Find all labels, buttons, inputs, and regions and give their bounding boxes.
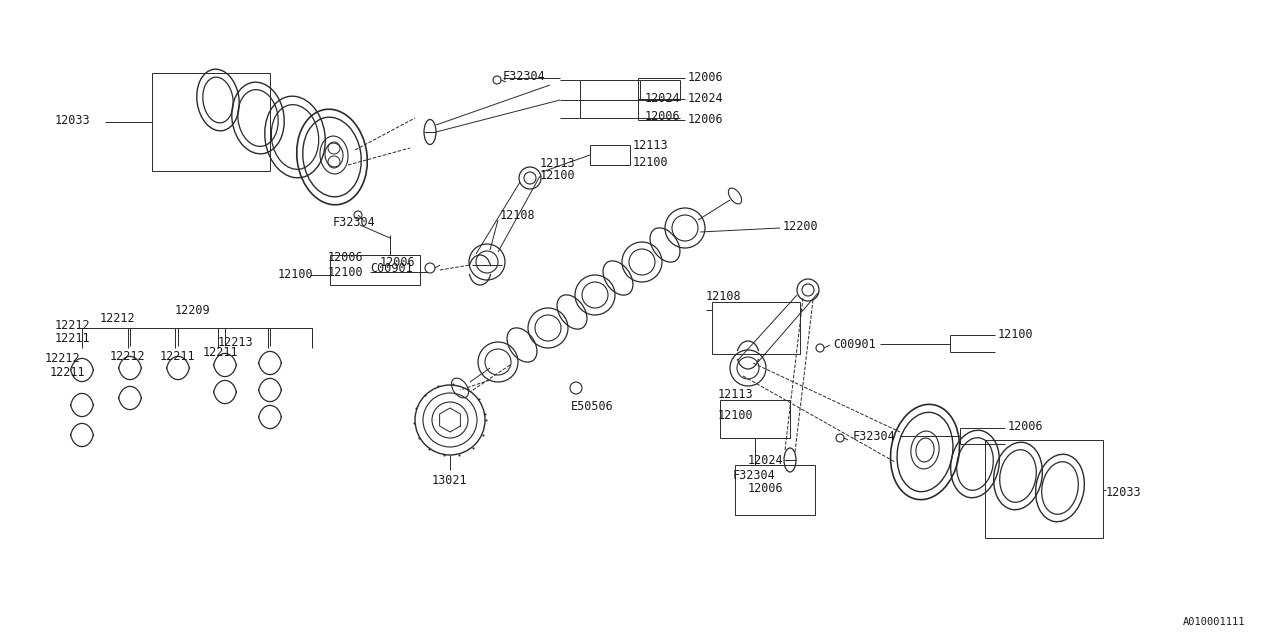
Text: 12006: 12006 (380, 255, 416, 269)
Text: 12024: 12024 (645, 92, 681, 104)
Text: 12100: 12100 (718, 408, 754, 422)
Text: 12113: 12113 (718, 387, 754, 401)
Text: 12113: 12113 (634, 138, 668, 152)
Text: 12211: 12211 (204, 346, 238, 358)
Text: C00901: C00901 (370, 262, 412, 275)
Text: 12211: 12211 (55, 332, 91, 344)
Text: 12006: 12006 (689, 70, 723, 83)
Text: 12100: 12100 (328, 266, 364, 278)
Text: 12006: 12006 (645, 109, 681, 122)
Bar (330, 255, 420, 285)
Bar (986, 440, 1103, 538)
Text: 12006: 12006 (689, 113, 723, 125)
Text: 12100: 12100 (998, 328, 1034, 340)
Text: 12006: 12006 (748, 481, 783, 495)
Bar (712, 302, 800, 354)
Text: 12100: 12100 (540, 168, 576, 182)
Text: 12211: 12211 (160, 349, 196, 362)
Text: 12212: 12212 (55, 319, 91, 332)
Bar (152, 73, 270, 171)
Text: 12006: 12006 (328, 250, 364, 264)
Text: 12108: 12108 (707, 289, 741, 303)
Text: 12024: 12024 (689, 92, 723, 104)
Text: 12113: 12113 (540, 157, 576, 170)
Text: 12100: 12100 (278, 268, 314, 280)
Bar (735, 465, 815, 515)
Text: 12100: 12100 (634, 156, 668, 168)
Text: 12200: 12200 (783, 220, 819, 232)
Text: C00901: C00901 (833, 337, 876, 351)
Text: 12212: 12212 (45, 351, 81, 365)
Text: F32304: F32304 (333, 216, 376, 228)
Text: 12033: 12033 (1106, 486, 1142, 499)
Bar (721, 400, 790, 438)
Text: 12024: 12024 (748, 454, 783, 467)
Text: 12006: 12006 (1009, 419, 1043, 433)
Text: 13021: 13021 (433, 474, 467, 486)
Text: E50506: E50506 (571, 399, 613, 413)
Text: 12212: 12212 (100, 312, 136, 324)
Text: A010001111: A010001111 (1183, 617, 1245, 627)
Text: F32304: F32304 (852, 429, 896, 442)
Text: 12209: 12209 (175, 303, 211, 317)
Text: F32304: F32304 (733, 468, 776, 481)
Text: 12211: 12211 (50, 365, 86, 378)
Text: 12033: 12033 (55, 113, 91, 127)
Text: 12213: 12213 (218, 335, 253, 349)
Text: 12108: 12108 (500, 209, 535, 221)
Text: F32304: F32304 (503, 70, 545, 83)
Text: 12212: 12212 (110, 349, 146, 362)
